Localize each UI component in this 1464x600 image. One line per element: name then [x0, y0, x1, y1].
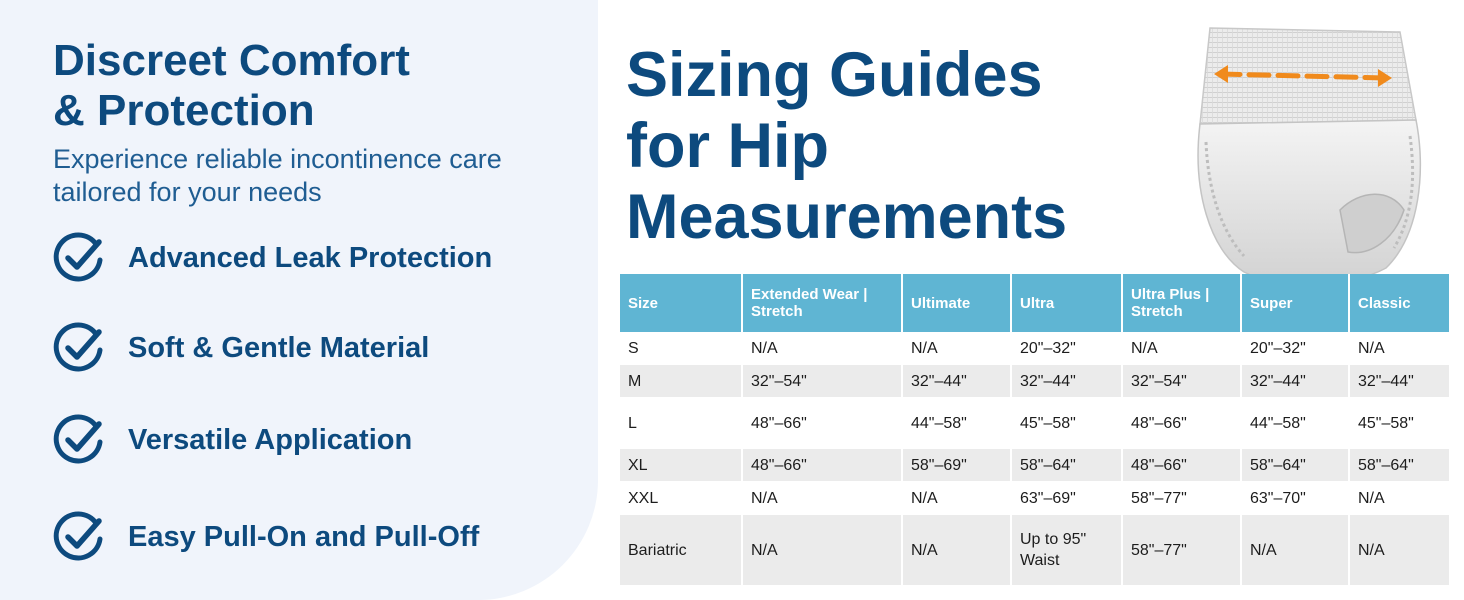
table-cell: 58"–64" [1012, 449, 1123, 481]
size-cell: M [620, 365, 743, 397]
sizing-guide-title: Sizing Guides for Hip Measurements [626, 40, 1067, 253]
column-header-line: Stretch [1131, 303, 1183, 320]
table-cell: 58"–64" [1242, 449, 1350, 481]
feature-item: Versatile Application [52, 412, 412, 468]
table-cell: N/A [743, 515, 903, 585]
column-header: Classic [1350, 274, 1449, 332]
column-header: Ultra [1012, 274, 1123, 332]
table-cell: 58"–77" [1123, 515, 1242, 585]
table-cell: N/A [1242, 515, 1350, 585]
table-cell: 63"–70" [1242, 481, 1350, 515]
feature-label: Soft & Gentle Material [128, 331, 430, 364]
table-row: XL 48"–66" 58"–69" 58"–64" 48"–66" 58"–6… [620, 449, 1449, 481]
table-cell: 20"–32" [1242, 332, 1350, 365]
features-panel: Discreet Comfort & Protection Experience… [0, 0, 598, 600]
table-cell: N/A [1358, 489, 1385, 507]
cell-line: Waist [1020, 552, 1060, 569]
table-cell: 32"–44" [1012, 365, 1123, 397]
feature-item: Easy Pull-On and Pull-Off [52, 509, 479, 565]
table-cell: N/A [903, 481, 1012, 515]
table-row: Bariatric N/A N/A Up to 95" Waist 58"–77"… [620, 515, 1449, 585]
headline-line-1: Discreet Comfort [53, 36, 410, 85]
table-cell: 32"–54" [743, 365, 903, 397]
feature-label: Versatile Application [128, 423, 413, 456]
table-cell: 44"–58" [1242, 397, 1350, 449]
table-cell: 63"–69" [1012, 481, 1123, 515]
table-cell: Up to 95" Waist [1012, 515, 1123, 585]
table-cell: 48"–66" [743, 397, 903, 449]
check-circle-icon [53, 414, 103, 464]
size-cell: Bariatric [620, 515, 743, 585]
size-cell: L [620, 397, 743, 449]
incontinence-brief-illustration [1197, 27, 1422, 286]
cell-line: Up to 95" [1020, 531, 1087, 548]
table-cell: 32"–44" [1350, 365, 1449, 397]
sizing-table: Size Extended Wear | Stretch Ultimate Ult… [620, 274, 1449, 585]
size-cell: XL [620, 449, 743, 481]
table-cell: 48"–66" [1123, 449, 1242, 481]
size-cell: XXL [620, 481, 743, 515]
column-header-line: Extended Wear | [751, 286, 868, 303]
feature-item: Soft & Gentle Material [52, 320, 429, 376]
table-cell: N/A [743, 481, 903, 515]
column-header-line: Stretch [751, 303, 803, 320]
feature-label: Easy Pull-On and Pull-Off [128, 520, 480, 553]
table-cell: N/A [1358, 340, 1385, 357]
table-cell: 58"–64" [1350, 449, 1449, 481]
table-cell: 48"–66" [743, 449, 903, 481]
table-cell: 32"–44" [1242, 365, 1350, 397]
table-row: S N/A N/A 20"–32" N/A 20"–32" N/A [620, 332, 1449, 365]
table-cell: 20"–32" [1012, 332, 1123, 365]
size-cell: S [620, 332, 743, 365]
check-circle-icon [53, 511, 103, 561]
subtitle-line-1: Experience reliable incontinence care [53, 144, 502, 174]
column-header: Ultimate [903, 274, 1012, 332]
table-cell: 58"–69" [903, 449, 1012, 481]
panel-subtitle: Experience reliable incontinence care ta… [53, 143, 502, 209]
check-circle-icon [53, 322, 103, 372]
table-cell: N/A [903, 332, 1012, 365]
subtitle-line-2: tailored for your needs [53, 177, 322, 207]
column-header-line: Ultra Plus | [1131, 286, 1210, 303]
feature-label: Advanced Leak Protection [128, 241, 493, 274]
table-header-row: Size Extended Wear | Stretch Ultimate Ult… [620, 274, 1449, 332]
title-line-3: Measurements [626, 182, 1068, 252]
panel-headline: Discreet Comfort & Protection [53, 36, 410, 136]
table-cell: 45"–58" [1358, 414, 1414, 432]
table-cell: N/A [743, 332, 903, 365]
table-cell: N/A [903, 515, 1012, 585]
table-row: L 48"–66" 44"–58" 45"–58" 48"–66" 44"–58… [620, 397, 1449, 449]
table-row: M 32"–54" 32"–44" 32"–44" 32"–54" 32"–44… [620, 365, 1449, 397]
table-cell: 45"–58" [1012, 397, 1123, 449]
column-header: Super [1242, 274, 1350, 332]
table-cell: 48"–66" [1123, 397, 1242, 449]
column-header: Extended Wear | Stretch [743, 274, 903, 332]
title-line-2: for Hip [626, 111, 829, 181]
table-row: XXL N/A N/A 63"–69" 58"–77" 63"–70" N/A [620, 481, 1449, 515]
table-cell: 32"–44" [903, 365, 1012, 397]
table-cell: N/A [1123, 332, 1242, 365]
table-cell: 58"–77" [1123, 481, 1242, 515]
column-header: Ultra Plus | Stretch [1123, 274, 1242, 332]
title-line-1: Sizing Guides [626, 40, 1043, 110]
check-circle-icon [53, 232, 103, 282]
table-cell: 32"–54" [1123, 365, 1242, 397]
table-cell: N/A [1350, 515, 1449, 585]
column-header: Size [620, 274, 743, 332]
feature-item: Advanced Leak Protection [52, 230, 492, 286]
table-cell: 44"–58" [903, 397, 1012, 449]
headline-line-2: & Protection [53, 86, 315, 135]
